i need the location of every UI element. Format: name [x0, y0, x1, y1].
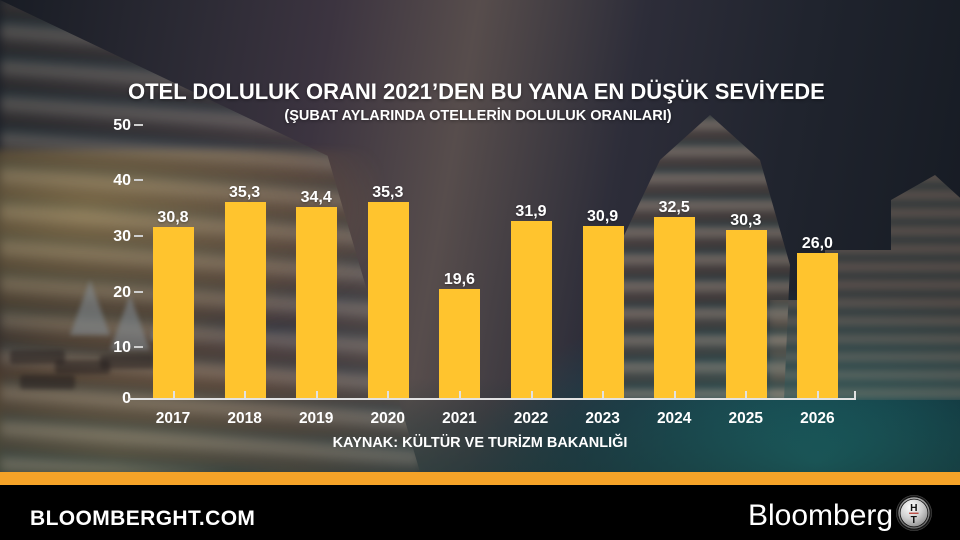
svg-text:T: T [911, 515, 918, 526]
svg-text:H: H [910, 503, 917, 514]
